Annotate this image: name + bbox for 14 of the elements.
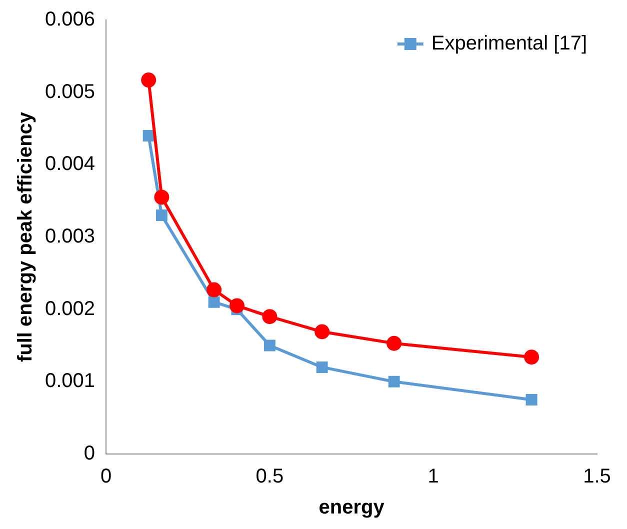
x-tick-label: 1.5 — [583, 466, 611, 488]
x-tick-label: 0 — [100, 466, 112, 488]
legend-label: Experimental [17] — [431, 32, 588, 55]
y-axis-title: full energy peak efficiency — [14, 111, 37, 362]
x-tick-label: 1 — [428, 466, 439, 488]
y-tick-label: 0.004 — [44, 153, 96, 176]
x-axis-title: energy — [318, 496, 386, 519]
y-tick-label: 0.003 — [44, 226, 96, 248]
y-tick-label: 0.001 — [44, 370, 96, 392]
y-tick-label: 0.006 — [44, 8, 96, 31]
y-tick-label: 0 — [84, 442, 96, 465]
y-tick-label: 0.002 — [44, 298, 96, 320]
x-tick-label: 0.5 — [256, 466, 284, 488]
y-tick-label: 0.005 — [44, 80, 96, 103]
